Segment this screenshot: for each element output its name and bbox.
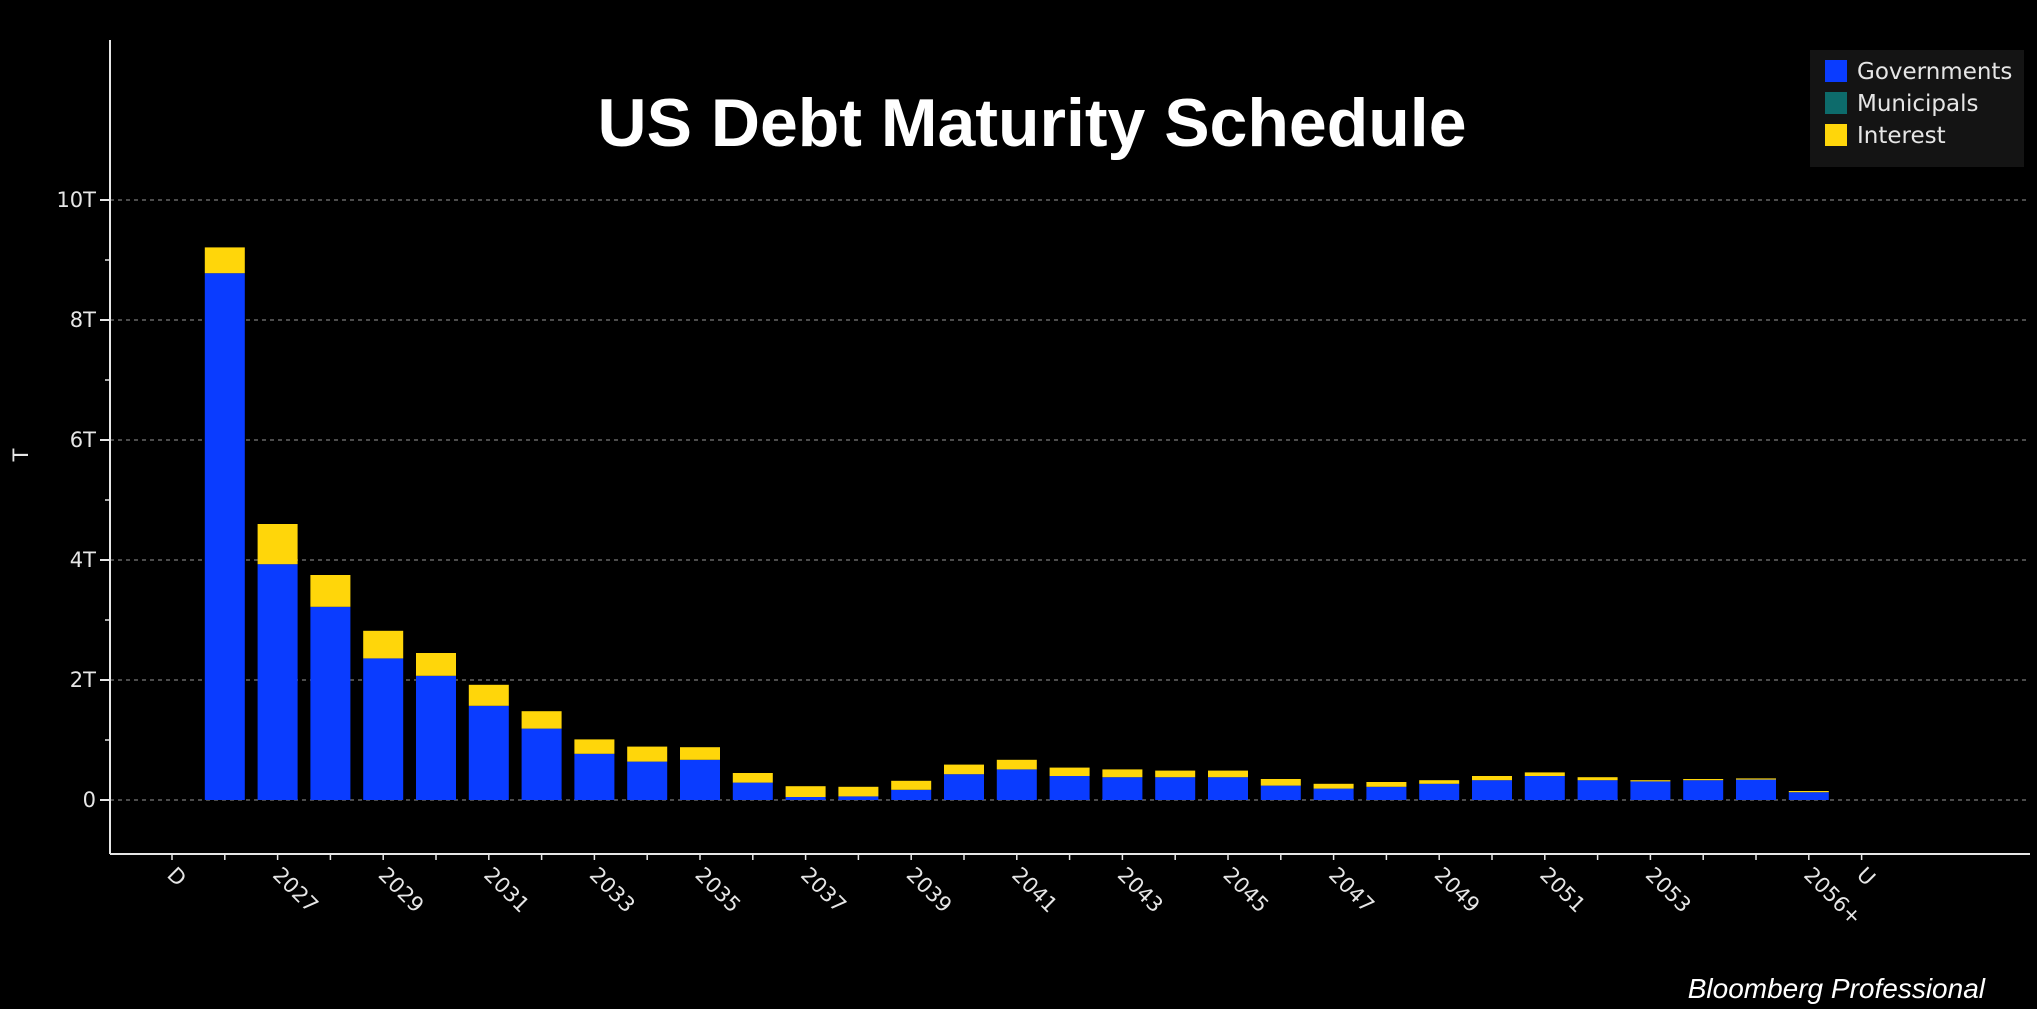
chart-title: US Debt Maturity Schedule [597,85,1466,161]
bar-governments-2048 [1366,786,1407,800]
bar-governments-2051 [1524,776,1565,800]
y-tick-label: 6T [70,428,96,452]
bar-interest-2035 [680,747,720,760]
bar-interest-2029 [363,630,404,659]
bar-interest-2038 [838,786,879,797]
footer-credit: Bloomberg Professional [1688,973,1986,1004]
bar-interest-2049 [1419,780,1460,784]
bar-interest-2039 [891,780,932,790]
bar-governments-2046 [1260,785,1301,800]
bar-governments-2047 [1313,788,1354,800]
bar-interest-2053 [1630,780,1671,782]
bar-governments-2028 [310,606,351,800]
bar-governments-2029 [363,658,404,800]
bar-interest-2033 [574,739,615,754]
bar-governments-2039 [891,789,932,800]
bar-interest-2043 [1102,769,1143,778]
legend-swatch-municipals [1825,92,1847,114]
legend-label-municipals: Municipals [1857,91,1979,117]
bar-governments-2037 [785,797,826,800]
bar-governments-2056+ [1788,792,1829,800]
y-tick-label: 0 [83,788,96,812]
y-tick-label: 8T [70,308,96,332]
legend-swatch-interest [1825,124,1847,146]
bar-interest-2031 [468,684,509,706]
legend: Governments Municipals Interest [1810,50,2024,167]
bar-interest-2046 [1260,779,1301,786]
bar-governments-2049 [1419,783,1460,800]
bar-interest-2026 [204,247,245,274]
bar-governments-2031 [468,705,509,800]
bar-governments-2032 [521,728,562,800]
y-axis-ticks: 10T 8T 6T 4T 2T 0 [56,188,110,812]
bar-governments-2052 [1577,780,1618,800]
bar-interest-2051 [1524,772,1565,776]
y-tick-label: 4T [70,548,96,572]
bar-interest-2054 [1683,779,1724,781]
bar-interest-2041 [996,759,1037,770]
bar-interest-2034 [627,746,668,762]
bar-interest-2028 [310,575,351,607]
bar-governments-2053 [1630,781,1671,800]
bar-governments-2038 [838,796,879,800]
bar-governments-2027 [257,564,298,800]
y-tick-label: 2T [70,668,96,692]
bar-governments-2055 [1736,779,1776,800]
bar-governments-2035 [680,759,720,800]
y-axis-label: T [9,448,33,462]
bar-governments-2036 [732,782,773,800]
y-tick-label: 10T [56,188,96,212]
bar-governments-2050 [1472,780,1512,800]
bar-interest-2037 [785,786,826,797]
bar-governments-2030 [416,675,456,800]
legend-swatch-governments [1825,60,1847,82]
bar-governments-2045 [1208,777,1248,800]
bar-governments-2034 [627,761,668,800]
bar-governments-2033 [574,753,615,800]
bar-interest-2042 [1049,767,1090,776]
bar-governments-2026 [204,273,245,800]
bar-interest-2050 [1472,776,1512,781]
bars [204,247,1829,800]
bar-interest-2048 [1366,782,1407,787]
bar-interest-2056+ [1788,791,1829,793]
bar-governments-2040 [944,774,984,800]
bar-interest-2036 [732,773,773,783]
bar-governments-2042 [1049,776,1090,800]
bar-interest-2030 [416,653,456,676]
bar-interest-2040 [944,764,984,775]
bar-interest-2027 [257,524,298,565]
legend-label-governments: Governments [1857,59,2012,85]
bar-governments-2041 [996,769,1037,800]
bar-interest-2032 [521,711,562,729]
bar-interest-2052 [1577,777,1618,781]
bar-interest-2045 [1208,770,1248,778]
bar-governments-2043 [1102,777,1143,800]
bar-governments-2044 [1155,777,1196,800]
bar-interest-2055 [1736,778,1776,780]
legend-label-interest: Interest [1857,123,1946,149]
bar-governments-2054 [1683,780,1724,800]
bar-interest-2044 [1155,770,1196,778]
bar-interest-2047 [1313,783,1354,789]
